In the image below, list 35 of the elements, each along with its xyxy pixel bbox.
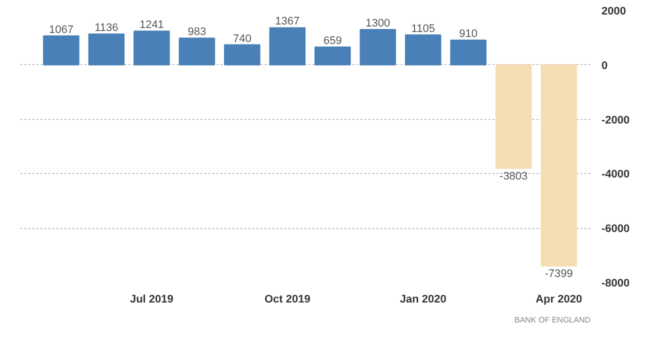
bar xyxy=(178,38,216,66)
y-tick-label: -6000 xyxy=(602,223,630,236)
data-label: 1136 xyxy=(94,22,118,34)
y-tick-label: -8000 xyxy=(602,278,630,290)
data-label: 910 xyxy=(459,28,478,40)
bar xyxy=(404,34,442,66)
text: BANK OF ENGLAND xyxy=(514,316,591,324)
data-label: 1241 xyxy=(139,19,164,32)
bar xyxy=(540,64,577,267)
bar xyxy=(134,30,170,66)
bar xyxy=(224,44,260,66)
data-label: 1367 xyxy=(275,16,300,28)
data-label: 659 xyxy=(323,34,342,47)
data-label: -7399 xyxy=(544,268,573,280)
data-label: 1105 xyxy=(411,22,435,35)
data-label: -3803 xyxy=(500,170,528,182)
data-label: 1300 xyxy=(366,18,390,30)
bar xyxy=(88,34,125,66)
bar xyxy=(495,64,532,169)
y-tick-label: 0 xyxy=(602,60,608,72)
bar xyxy=(360,29,396,66)
bar xyxy=(450,40,486,66)
data-label: 740 xyxy=(232,32,252,45)
x-tick-label: Jan 2020 xyxy=(400,294,446,306)
y-tick-label: -4000 xyxy=(602,168,630,181)
bar xyxy=(314,46,351,66)
data-label: 1067 xyxy=(48,24,74,36)
bar xyxy=(269,27,306,66)
y-tick-label: 2000 xyxy=(602,6,626,18)
data-label: 983 xyxy=(188,26,206,38)
x-tick-label: Oct 2019 xyxy=(264,294,310,306)
x-tick-label: Jul 2019 xyxy=(130,294,174,306)
y-tick-label: -2000 xyxy=(602,114,630,126)
x-tick-label: Apr 2020 xyxy=(536,294,582,306)
bar xyxy=(43,35,80,66)
